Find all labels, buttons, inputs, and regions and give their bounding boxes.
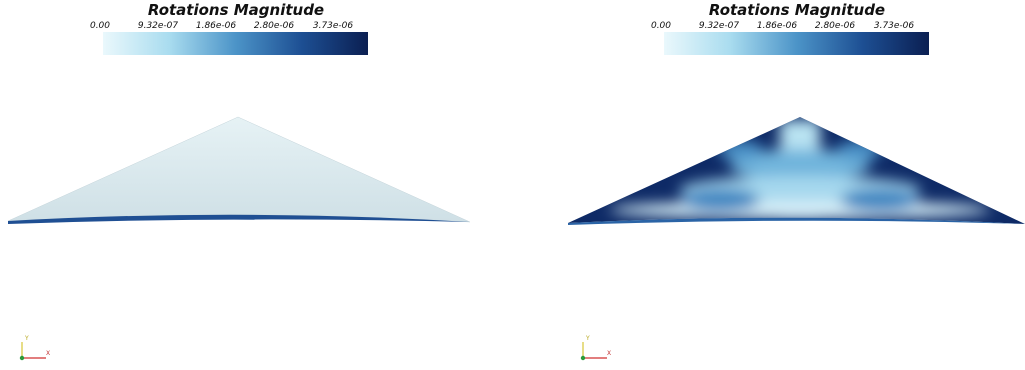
- colorbar-tick-label: 9.32e-07: [699, 21, 740, 31]
- colorbar-tick-label: 9.32e-07: [138, 21, 179, 31]
- colorbar-tick-label: 3.73e-06: [313, 21, 354, 31]
- colorbar-title: Rotations Magnitude: [709, 1, 885, 19]
- axis-x-label: X: [607, 350, 611, 357]
- colorbar-tick-label: 1.86e-06: [757, 21, 798, 31]
- colorbar-tick-label: 2.80e-06: [254, 21, 295, 31]
- colorbar: [103, 32, 368, 55]
- panel: Rotations Magnitude 0.00 9.32e-07 1.86e-06 2…: [580, 1, 929, 361]
- colorbar-tick-label: 3.73e-06: [874, 21, 915, 31]
- axis-origin: [580, 355, 586, 361]
- colorbar: [664, 32, 929, 55]
- axis-origin: [19, 355, 25, 361]
- colorbar-tick-label: 2.80e-06: [815, 21, 856, 31]
- colorbar-tick-label: 1.86e-06: [196, 21, 237, 31]
- axis-y-label: Y: [24, 335, 29, 342]
- axis-y-label: Y: [585, 335, 590, 342]
- left-mesh: [7, 116, 471, 224]
- colorbar-tick-label: 0.00: [90, 21, 110, 31]
- axis-x-label: X: [46, 350, 50, 357]
- colorbar-tick-label: 0.00: [651, 21, 671, 31]
- right-mesh: [568, 117, 1025, 225]
- colorbar-title: Rotations Magnitude: [148, 1, 324, 19]
- panel: Rotations Magnitude 0.00 9.32e-07 1.86e-06 2…: [19, 1, 368, 361]
